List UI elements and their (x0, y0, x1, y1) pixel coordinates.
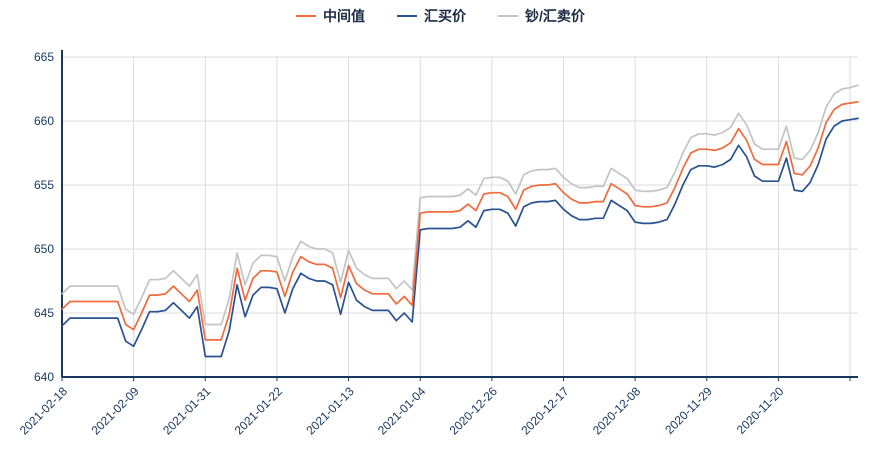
mid-line-swatch-icon (296, 15, 317, 17)
legend-item-buy[interactable]: 汇买价 (397, 9, 466, 23)
svg-text:2020-11-29: 2020-11-29 (662, 384, 715, 437)
series-line-mid (61, 100, 859, 341)
legend-item-sell[interactable]: 钞/汇卖价 (498, 9, 585, 23)
legend-item-mid[interactable]: 中间值 (296, 9, 365, 23)
svg-text:640: 640 (34, 370, 54, 384)
svg-text:2021-02-18: 2021-02-18 (17, 384, 71, 438)
x-axis-labels: 2021-02-18 2021-02-09 2021-01-31 2021-01-22… (17, 384, 787, 438)
series-line-sell (61, 84, 859, 326)
vertical-gridlines (61, 57, 851, 381)
series-line-buy (61, 117, 859, 358)
buy-line-swatch-icon (397, 15, 418, 17)
legend-label-sell: 钞/汇卖价 (525, 8, 585, 24)
svg-text:665: 665 (34, 50, 54, 64)
svg-text:650: 650 (34, 242, 54, 256)
svg-text:655: 655 (34, 178, 54, 192)
svg-text:645: 645 (34, 306, 54, 320)
svg-text:2020-12-26: 2020-12-26 (447, 384, 501, 438)
chart-legend: 中间值 汇买价 钞/汇卖价 (0, 9, 881, 23)
svg-text:2021-02-09: 2021-02-09 (88, 384, 142, 438)
legend-label-mid: 中间值 (323, 8, 366, 24)
svg-text:2020-12-08: 2020-12-08 (590, 384, 644, 438)
svg-text:2021-01-22: 2021-01-22 (232, 384, 286, 438)
legend-label-buy: 汇买价 (424, 8, 467, 24)
svg-text:2020-12-17: 2020-12-17 (518, 384, 572, 438)
svg-text:660: 660 (34, 114, 54, 128)
sell-line-swatch-icon (498, 15, 519, 17)
y-axis-labels: 640 645 650 655 660 665 (34, 50, 54, 384)
svg-text:2020-11-20: 2020-11-20 (734, 384, 787, 437)
horizontal-gridlines (62, 56, 858, 314)
svg-text:2021-01-13: 2021-01-13 (303, 384, 357, 438)
svg-text:2021-01-31: 2021-01-31 (160, 384, 214, 438)
svg-text:2021-01-04: 2021-01-04 (375, 384, 429, 438)
